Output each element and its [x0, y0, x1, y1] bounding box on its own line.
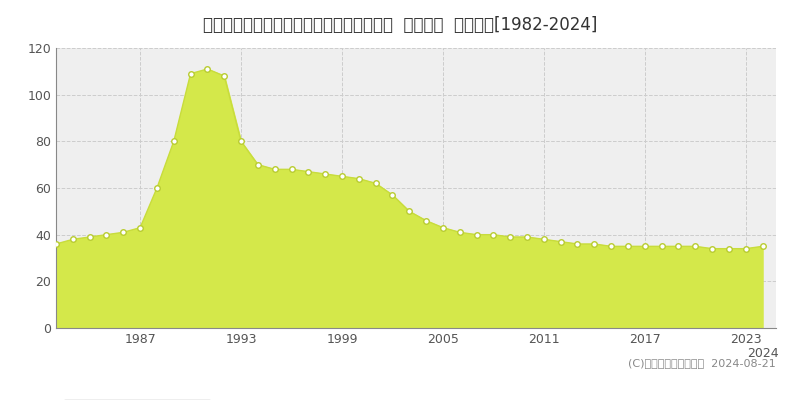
Text: (C)土地価格ドットコム  2024-08-21: (C)土地価格ドットコム 2024-08-21	[628, 358, 776, 368]
Text: 2024: 2024	[746, 348, 778, 360]
Text: 大阪府枚方市春日東町２丁目３６３番５外  地価公示  地価推移[1982-2024]: 大阪府枚方市春日東町２丁目３６３番５外 地価公示 地価推移[1982-2024]	[203, 16, 597, 34]
